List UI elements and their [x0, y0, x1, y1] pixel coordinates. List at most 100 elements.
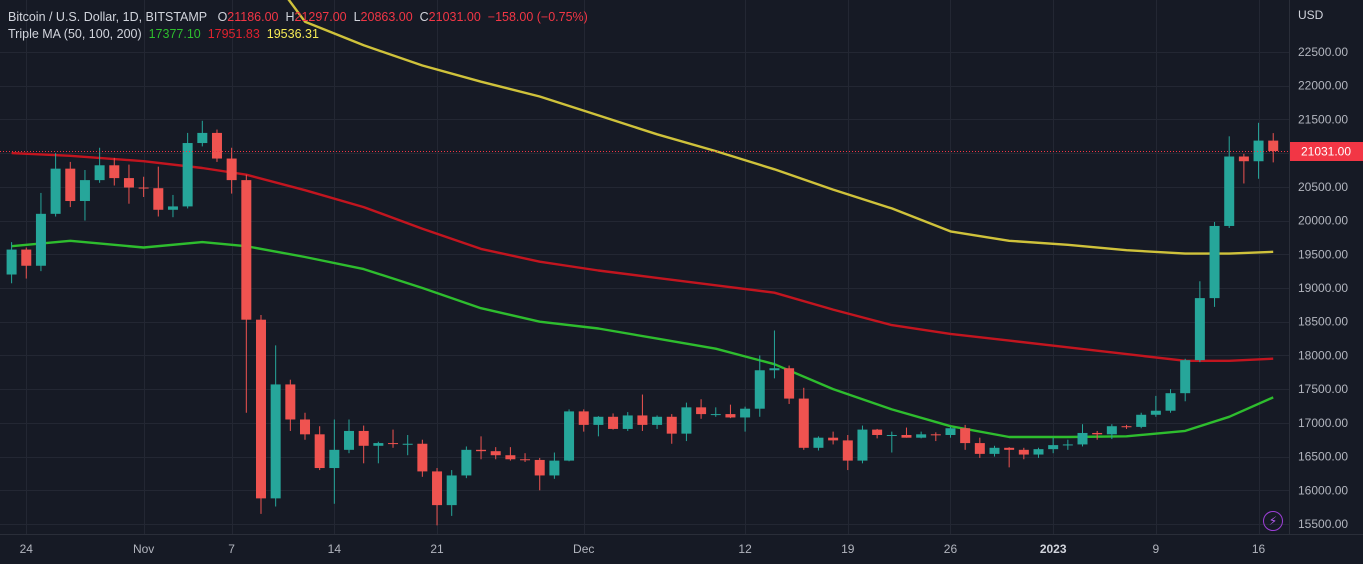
candle[interactable] — [1136, 412, 1147, 429]
candle[interactable] — [1062, 439, 1073, 450]
candle[interactable] — [505, 447, 516, 461]
candle[interactable] — [226, 147, 237, 194]
candle[interactable] — [1033, 447, 1044, 458]
candle[interactable] — [417, 439, 428, 477]
candle[interactable] — [637, 394, 648, 431]
candle[interactable] — [886, 431, 897, 453]
candle[interactable] — [358, 425, 369, 464]
candle[interactable] — [989, 445, 1000, 457]
candle[interactable] — [1092, 430, 1103, 440]
candle[interactable] — [520, 453, 531, 462]
candle[interactable] — [197, 120, 208, 147]
candle[interactable] — [109, 157, 120, 186]
candle[interactable] — [285, 379, 296, 431]
candle[interactable] — [138, 176, 149, 197]
candle[interactable] — [784, 365, 795, 404]
candle[interactable] — [461, 446, 472, 479]
candle[interactable] — [182, 132, 193, 209]
candle[interactable] — [593, 416, 604, 437]
candle[interactable] — [622, 412, 633, 431]
symbol-title[interactable]: Bitcoin / U.S. Dollar, 1D, BITSTAMP — [8, 10, 208, 24]
candle[interactable] — [94, 147, 105, 183]
candle[interactable] — [1194, 281, 1205, 363]
candle[interactable] — [974, 437, 985, 458]
candle[interactable] — [578, 409, 589, 432]
candle[interactable] — [344, 419, 355, 454]
candle[interactable] — [432, 468, 443, 526]
candle[interactable] — [1048, 437, 1059, 454]
candle[interactable] — [1018, 447, 1029, 460]
candle[interactable] — [798, 387, 809, 450]
candle[interactable] — [402, 434, 413, 456]
candle[interactable] — [857, 425, 868, 464]
candle[interactable] — [534, 457, 545, 491]
candle[interactable] — [652, 415, 663, 429]
candle[interactable] — [813, 436, 824, 451]
candle[interactable] — [960, 424, 971, 450]
candle[interactable] — [608, 413, 619, 430]
candle[interactable] — [1253, 122, 1264, 179]
candle[interactable] — [300, 412, 310, 440]
candle-body — [226, 158, 237, 181]
candle[interactable] — [1150, 395, 1161, 417]
candle[interactable] — [769, 330, 780, 379]
candle[interactable] — [153, 166, 164, 217]
candle[interactable] — [241, 174, 252, 413]
candle[interactable] — [916, 431, 927, 439]
candle[interactable] — [255, 314, 266, 514]
candle[interactable] — [1121, 424, 1132, 429]
candle[interactable] — [901, 427, 912, 438]
time-axis[interactable]: 24 Nov 7 14 21 Dec 12 19 26 2023 9 16 — [20, 542, 1266, 556]
candle[interactable] — [167, 194, 178, 218]
candle[interactable] — [35, 192, 46, 272]
candle[interactable] — [681, 402, 692, 442]
candle-body — [1165, 393, 1176, 411]
candle[interactable] — [1209, 221, 1220, 307]
candle[interactable] — [476, 436, 487, 460]
candle[interactable] — [1268, 133, 1279, 163]
candle[interactable] — [490, 447, 501, 460]
candle[interactable] — [1180, 358, 1191, 402]
candle[interactable] — [945, 426, 956, 438]
candle[interactable] — [1077, 424, 1088, 447]
candle[interactable] — [1238, 153, 1249, 184]
candle[interactable] — [1106, 424, 1117, 440]
candle[interactable] — [1165, 389, 1176, 413]
candle[interactable] — [564, 409, 575, 462]
candle-body — [1238, 156, 1249, 162]
candle[interactable] — [696, 399, 707, 419]
candle[interactable] — [842, 434, 853, 471]
candle[interactable] — [6, 242, 17, 284]
candle[interactable] — [930, 432, 941, 442]
price-axis[interactable]: 15500.00 16000.00 16500.00 17000.00 17500.00… — [1298, 45, 1348, 531]
candle[interactable] — [754, 355, 765, 417]
candle[interactable] — [373, 441, 384, 464]
candle[interactable] — [710, 407, 721, 417]
candle[interactable] — [270, 345, 281, 507]
candle[interactable] — [1224, 136, 1235, 228]
candle[interactable] — [446, 470, 457, 516]
candle[interactable] — [21, 247, 32, 279]
candle[interactable] — [79, 170, 90, 221]
candle[interactable] — [123, 164, 134, 204]
candle[interactable] — [50, 153, 61, 217]
candle-body — [373, 443, 384, 446]
candle[interactable] — [740, 406, 751, 432]
candle[interactable] — [314, 426, 325, 471]
candle[interactable] — [666, 414, 677, 444]
candle[interactable] — [329, 419, 340, 504]
indicator-title[interactable]: Triple MA (50, 100, 200) — [8, 27, 142, 41]
candle[interactable] — [65, 161, 76, 208]
candle[interactable] — [549, 452, 560, 479]
candle[interactable] — [725, 404, 736, 419]
lightning-icon[interactable]: ⚡ — [1263, 511, 1283, 531]
candle-body — [710, 414, 721, 416]
candle[interactable] — [211, 129, 222, 162]
y-tick-label: 15500.00 — [1298, 517, 1348, 531]
candle[interactable] — [388, 429, 399, 448]
candle[interactable] — [872, 428, 883, 439]
candle[interactable] — [1004, 447, 1015, 468]
currency-label[interactable]: USD — [1298, 8, 1324, 22]
candle[interactable] — [828, 431, 839, 445]
